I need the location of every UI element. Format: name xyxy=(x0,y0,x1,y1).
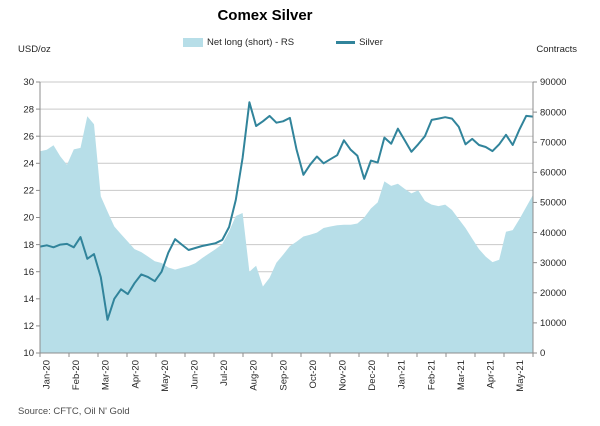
source-note: Source: CFTC, Oil N' Gold xyxy=(18,406,130,417)
left-axis-tick-label: 20 xyxy=(23,213,34,224)
legend-item-netlong: Net long (short) - RS xyxy=(183,37,294,48)
x-axis-tick-label: Oct-20 xyxy=(308,360,319,389)
left-axis-title: USD/oz xyxy=(18,44,51,55)
right-axis-tick-label: 80000 xyxy=(540,107,566,118)
right-axis-tick-label: 10000 xyxy=(540,318,566,329)
x-axis-tick-label: Jul-20 xyxy=(219,360,230,386)
legend-netlong-label: Net long (short) - RS xyxy=(207,37,295,48)
x-axis-tick-label: May-21 xyxy=(515,360,526,392)
netlong-area-swatch-icon xyxy=(183,38,203,47)
legend-item-silver: Silver xyxy=(336,37,383,48)
right-axis-tick-label: 60000 xyxy=(540,168,566,179)
right-axis-tick-label: 40000 xyxy=(540,228,566,239)
x-axis-tick-label: Jan-20 xyxy=(42,360,53,389)
silver-line-series xyxy=(39,101,534,321)
x-axis-tick-label: Feb-20 xyxy=(71,360,82,390)
left-axis-tick-label: 24 xyxy=(23,159,34,170)
netlong-area-series xyxy=(40,116,533,353)
x-axis-tick-label: Jun-20 xyxy=(190,360,201,389)
x-axis-tick-label: Sep-20 xyxy=(278,360,289,391)
x-axis-tick-label: Nov-20 xyxy=(338,360,349,391)
left-axis-tick-label: 14 xyxy=(23,294,34,305)
right-axis-tick-label: 50000 xyxy=(540,198,566,209)
right-axis-tick-label: 30000 xyxy=(540,258,566,269)
right-axis-tick-label: 20000 xyxy=(540,288,566,299)
x-axis-tick-label: Feb-21 xyxy=(426,360,437,390)
right-axis-tick-label: 0 xyxy=(540,348,545,359)
left-axis-tick-label: 26 xyxy=(23,131,34,142)
silver-line-swatch-icon xyxy=(336,41,356,44)
left-axis-tick-label: 10 xyxy=(23,348,34,359)
legend-silver-label: Silver xyxy=(359,37,383,48)
legend: Net long (short) - RS Silver xyxy=(183,37,383,48)
left-axis-tick-label: 18 xyxy=(23,240,34,251)
right-axis-tick-label: 90000 xyxy=(540,77,566,88)
left-axis-tick-label: 22 xyxy=(23,186,34,197)
x-axis-tick-label: Jan-21 xyxy=(397,360,408,389)
x-axis-tick-label: Mar-21 xyxy=(456,360,467,390)
x-axis-tick-label: Mar-20 xyxy=(101,360,112,390)
right-axis-title: Contracts xyxy=(536,44,577,55)
x-axis-tick-label: May-20 xyxy=(160,360,171,392)
x-axis-tick-label: Aug-20 xyxy=(249,360,260,391)
left-axis-tick-label: 28 xyxy=(23,104,34,115)
x-axis-tick-label: Dec-20 xyxy=(367,360,378,391)
x-axis-tick-label: Apr-21 xyxy=(486,360,497,389)
left-axis-tick-label: 30 xyxy=(23,77,34,88)
right-axis-tick-label: 70000 xyxy=(540,137,566,148)
chart-title: Comex Silver xyxy=(217,7,313,24)
x-axis-tick-label: Apr-20 xyxy=(130,360,141,389)
left-axis-tick-label: 16 xyxy=(23,267,34,278)
left-axis-tick-label: 12 xyxy=(23,321,34,332)
